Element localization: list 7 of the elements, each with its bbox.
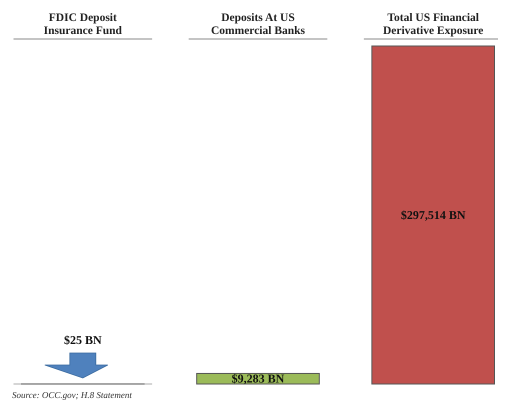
data-label: $25 BN [64, 333, 102, 347]
x-tick-label: Deposits At US Commercial Banks [210, 12, 306, 37]
source-note: Source: OCC.gov; H.8 Statement [12, 390, 132, 400]
x-tick-label: Total US Financial Derivative Exposure [382, 12, 484, 37]
data-label: $9,283 BN [232, 372, 285, 386]
x-tick-label: FDIC Deposit Insurance Fund [44, 12, 123, 37]
data-label: $297,514 BN [400, 208, 466, 222]
